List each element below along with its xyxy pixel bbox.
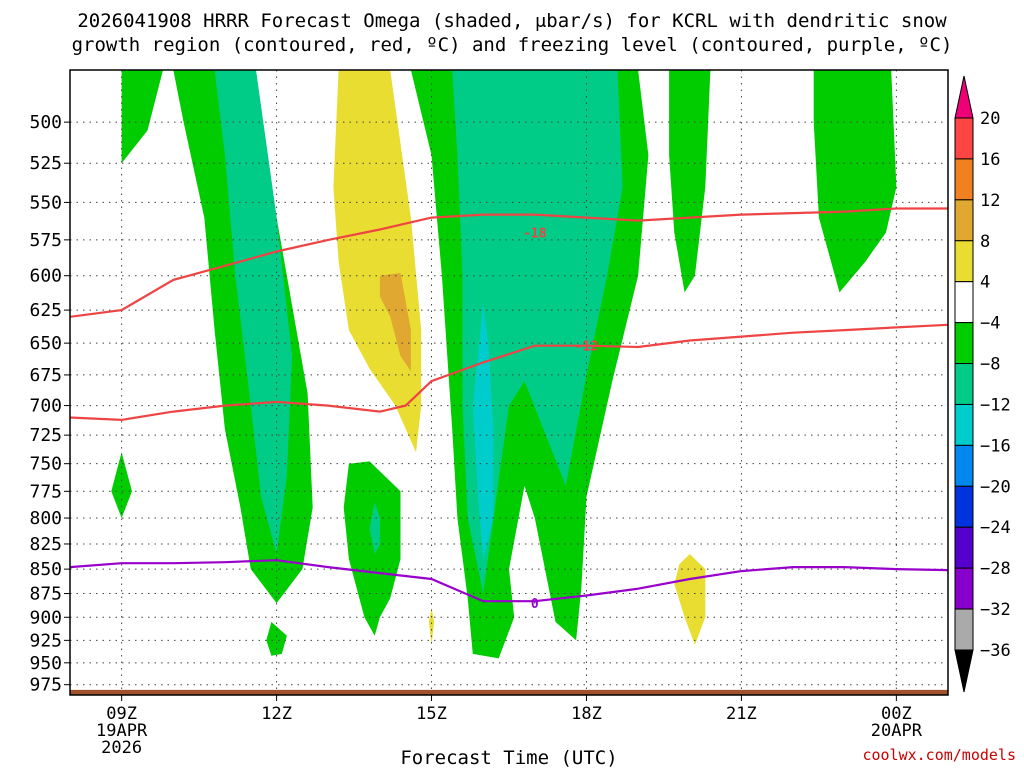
y-tick-label-600: 600 (29, 266, 62, 287)
colorbar-box-4 (954, 281, 974, 324)
y-tick-label-650: 650 (29, 333, 62, 354)
y-tick-label-925: 925 (29, 630, 62, 651)
colorbar-box-12 (954, 608, 974, 651)
colorbar-label-0: 20 (980, 109, 1000, 129)
colorbar-bottom-arrow (954, 649, 974, 693)
isotherm-label-1: -12 (575, 340, 598, 355)
x-tick-label-12: 12Z (261, 704, 292, 724)
y-tick-label-775: 775 (29, 481, 62, 502)
x-tick-date-9: 19APR (96, 721, 148, 741)
isotherm-label-0: -18 (523, 226, 547, 241)
colorbar-label-6: −8 (980, 355, 1000, 375)
y-tick-label-625: 625 (29, 300, 62, 321)
colorbar-label-1: 16 (980, 150, 1000, 170)
x-tick-label-18: 18Z (571, 704, 602, 724)
isotherm-contours: -18 -12 0 (70, 207, 948, 612)
colorbar-label-3: 8 (980, 232, 990, 252)
colorbar-box-3 (954, 240, 974, 283)
omega-region-5 (472, 303, 494, 560)
plot-frame (69, 69, 949, 696)
omega-region-7 (813, 70, 897, 293)
colorbar-box-9 (954, 485, 974, 528)
omega-region-9 (369, 502, 380, 555)
omega-region-4 (452, 70, 623, 594)
colorbar-label-11: −28 (980, 559, 1011, 579)
omega-region-12 (333, 70, 422, 453)
x-tick-label-9: 09Z (106, 704, 137, 724)
ground-surface (70, 689, 948, 695)
omega-region-14 (428, 607, 435, 645)
isotherm-line-0 (70, 207, 948, 318)
colorbar-label-4: 4 (980, 273, 990, 293)
y-tick-label-875: 875 (29, 584, 62, 605)
y-tick-label-575: 575 (29, 230, 62, 251)
colorbar-label-2: 12 (980, 191, 1000, 211)
omega-region-8 (343, 461, 401, 636)
colorbar-box-0 (954, 117, 974, 160)
colorbar-top-arrow (954, 75, 974, 119)
y-tick-label-950: 950 (29, 653, 62, 674)
colorbar-box-8 (954, 444, 974, 487)
source-credit: coolwx.com/models (862, 746, 1016, 764)
isotherm-line-1 (70, 323, 948, 422)
omega-region-6 (669, 70, 711, 293)
y-tick-label-700: 700 (29, 396, 62, 417)
x-tick-year-9: 2026 (101, 738, 142, 758)
colorbar-label-7: −12 (980, 395, 1011, 415)
y-tick-label-550: 550 (29, 192, 62, 213)
ground-strip (70, 689, 948, 695)
colorbar-box-7 (954, 403, 974, 446)
y-axis-ticks: 500 525 550 575 600 625 650 675 700 725 750 775 800 8… (29, 112, 70, 696)
colorbar-label-8: −16 (980, 436, 1011, 456)
chart-title-line2: growth region (contoured, red, ºC) and f… (71, 34, 953, 56)
colorbar-box-10 (954, 526, 974, 569)
colorbar-box-5 (954, 322, 974, 365)
colorbar-label-5: −4 (980, 314, 1000, 334)
y-tick-label-975: 975 (29, 675, 62, 696)
y-tick-label-525: 525 (29, 153, 62, 174)
x-tick-label-24: 00Z (881, 704, 912, 724)
colorbar-label-10: −24 (980, 518, 1011, 538)
colorbar-box-2 (954, 199, 974, 242)
omega-region-11 (266, 621, 287, 656)
omega-shading (111, 70, 897, 659)
x-tick-date-24: 20APR (871, 721, 923, 741)
colorbar-label-9: −20 (980, 477, 1011, 497)
omega-region-10 (111, 452, 132, 518)
x-tick-label-15: 15Z (416, 704, 447, 724)
y-tick-label-750: 750 (29, 454, 62, 475)
y-tick-label-800: 800 (29, 508, 62, 529)
y-tick-label-850: 850 (29, 559, 62, 580)
omega-region-2 (214, 70, 293, 555)
omega-region-13 (379, 272, 411, 372)
y-tick-label-675: 675 (29, 365, 62, 386)
x-axis-label: Forecast Time (UTC) (400, 747, 617, 768)
colorbar-label-12: −32 (980, 600, 1011, 620)
y-tick-label-825: 825 (29, 534, 62, 555)
x-tick-label-21: 21Z (726, 704, 757, 724)
colorbar-box-6 (954, 363, 974, 405)
colorbar-box-11 (954, 567, 974, 610)
y-tick-label-900: 900 (29, 607, 62, 628)
isotherm-line-2 (70, 559, 948, 603)
y-tick-label-725: 725 (29, 425, 62, 446)
colorbar-box-1 (954, 158, 974, 201)
omega-region-0 (121, 70, 163, 164)
y-tick-label-500: 500 (29, 112, 62, 133)
chart-title-line1: 2026041908 HRRR Forecast Omega (shaded, … (77, 10, 947, 32)
colorbar-label-13: −36 (980, 641, 1011, 661)
isotherm-label-2: 0 (531, 597, 539, 612)
colorbar: 20 16 12 8 4 −4 −8 −12 −16 −20 −24 −28 −32 −36 (954, 75, 1011, 693)
